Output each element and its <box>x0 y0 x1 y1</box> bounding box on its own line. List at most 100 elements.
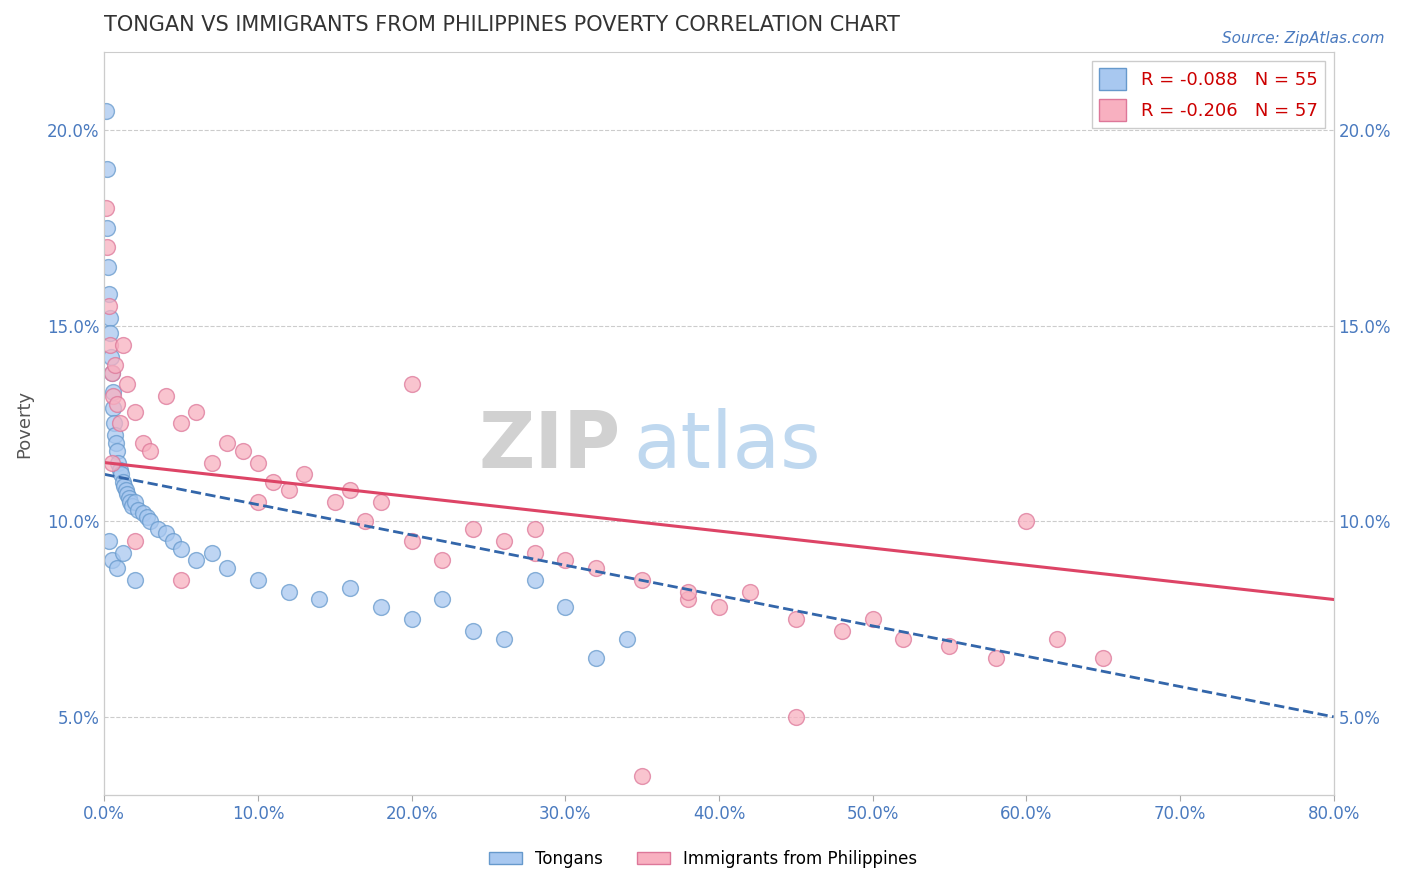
Point <box>232 443 254 458</box>
Point <box>101 385 124 400</box>
Point <box>114 483 136 497</box>
Point <box>461 624 484 638</box>
Point <box>101 366 124 380</box>
Point <box>105 397 128 411</box>
Point <box>339 483 361 497</box>
Point <box>262 475 284 489</box>
Point <box>461 522 484 536</box>
Point <box>117 487 139 501</box>
Point <box>108 417 131 431</box>
Point <box>104 358 127 372</box>
Point <box>103 389 125 403</box>
Point <box>432 553 454 567</box>
Point <box>277 483 299 497</box>
Legend: R = -0.088   N = 55, R = -0.206   N = 57: R = -0.088 N = 55, R = -0.206 N = 57 <box>1092 61 1324 128</box>
Point <box>201 456 224 470</box>
Point <box>105 443 128 458</box>
Point <box>292 467 315 482</box>
Point <box>139 443 162 458</box>
Point <box>110 467 132 482</box>
Point <box>707 600 730 615</box>
Point <box>401 612 423 626</box>
Point <box>97 533 120 548</box>
Point <box>117 377 139 392</box>
Point <box>100 326 122 341</box>
Point <box>124 573 146 587</box>
Point <box>97 260 120 274</box>
Point <box>94 202 117 216</box>
Point <box>631 768 654 782</box>
Point <box>101 456 124 470</box>
Point <box>103 417 125 431</box>
Point <box>162 533 184 548</box>
Point <box>107 456 129 470</box>
Point <box>616 632 638 646</box>
Point <box>155 526 177 541</box>
Point <box>131 436 153 450</box>
Point <box>97 287 120 301</box>
Point <box>139 514 162 528</box>
Point <box>585 651 607 665</box>
Text: TONGAN VS IMMIGRANTS FROM PHILIPPINES POVERTY CORRELATION CHART: TONGAN VS IMMIGRANTS FROM PHILIPPINES PO… <box>104 15 900 35</box>
Point <box>323 494 346 508</box>
Point <box>124 405 146 419</box>
Point <box>108 463 131 477</box>
Point <box>246 573 269 587</box>
Point <box>186 405 208 419</box>
Point <box>96 220 118 235</box>
Point <box>136 510 159 524</box>
Point <box>370 494 392 508</box>
Point <box>131 507 153 521</box>
Point <box>127 502 149 516</box>
Point <box>118 491 141 505</box>
Point <box>370 600 392 615</box>
Point <box>585 561 607 575</box>
Point <box>104 428 127 442</box>
Point <box>554 553 576 567</box>
Point <box>104 436 127 450</box>
Point <box>308 592 330 607</box>
Point <box>170 573 193 587</box>
Point <box>984 651 1007 665</box>
Point <box>523 573 546 587</box>
Point <box>492 533 515 548</box>
Point <box>862 612 884 626</box>
Point <box>186 553 208 567</box>
Point <box>246 456 269 470</box>
Point <box>831 624 853 638</box>
Legend: Tongans, Immigrants from Philippines: Tongans, Immigrants from Philippines <box>482 844 924 875</box>
Point <box>432 592 454 607</box>
Point <box>492 632 515 646</box>
Point <box>170 417 193 431</box>
Point <box>1046 632 1069 646</box>
Point <box>155 389 177 403</box>
Point <box>891 632 914 646</box>
Point <box>785 710 807 724</box>
Text: ZIP: ZIP <box>478 408 620 483</box>
Point <box>100 350 122 364</box>
Point <box>111 545 134 559</box>
Point <box>101 366 124 380</box>
Point <box>100 338 122 352</box>
Point <box>217 561 239 575</box>
Point <box>523 545 546 559</box>
Point <box>554 600 576 615</box>
Point <box>124 494 146 508</box>
Point <box>339 581 361 595</box>
Point <box>111 338 134 352</box>
Point <box>354 514 377 528</box>
Point <box>523 522 546 536</box>
Point <box>103 401 125 415</box>
Point <box>146 522 169 536</box>
Point <box>120 494 142 508</box>
Y-axis label: Poverty: Poverty <box>15 390 32 458</box>
Point <box>111 475 134 489</box>
Point <box>94 103 117 118</box>
Point <box>631 573 654 587</box>
Point <box>96 240 118 254</box>
Point <box>101 553 124 567</box>
Point <box>938 640 960 654</box>
Point <box>277 584 299 599</box>
Point <box>201 545 224 559</box>
Point <box>401 533 423 548</box>
